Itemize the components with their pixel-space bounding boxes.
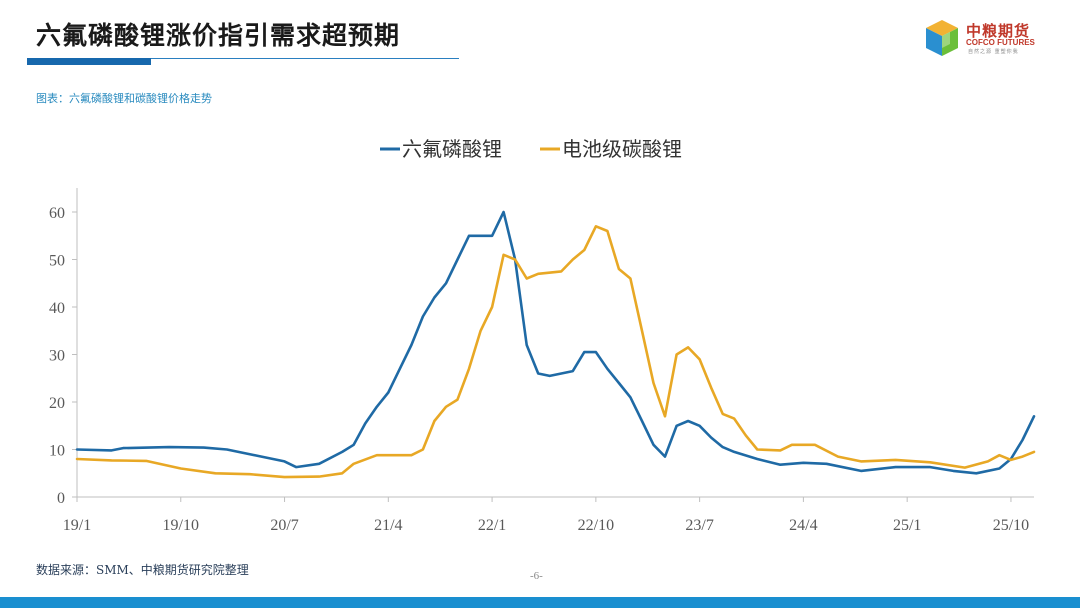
cofco-logo: 中粮期货 COFCO FUTURES 自然之源 重塑你我 [922, 18, 1052, 58]
y-tick-label: 40 [49, 300, 65, 317]
y-tick-label: 30 [49, 348, 65, 365]
data-source-note: 数据来源：SMM、中粮期货研究院整理 [36, 563, 249, 577]
y-tick-label: 10 [49, 443, 65, 460]
x-tick-label: 22/10 [578, 517, 614, 534]
chart-lines [75, 210, 1036, 479]
chart-legend: 六氟磷酸锂 电池级碳酸锂 [380, 137, 682, 161]
page-number: -6- [530, 570, 543, 582]
title-underline-accent [27, 58, 151, 65]
x-tick-label: 25/10 [993, 517, 1029, 534]
x-tick-label: 23/7 [685, 517, 713, 534]
series-line-2 [75, 225, 1036, 479]
title-underline [27, 58, 459, 59]
x-tick-label: 25/1 [893, 517, 921, 534]
logo-english-name: COFCO FUTURES [966, 38, 1035, 47]
page-title: 六氟磷酸锂涨价指引需求超预期 [36, 21, 401, 50]
chart-axes: 0 10 20 30 40 50 60 19/1 19/10 20/7 21/4 22/1 22/10 2… [49, 188, 1034, 534]
legend-label-1: 六氟磷酸锂 [402, 137, 502, 161]
legend-label-2: 电池级碳酸锂 [562, 137, 682, 161]
series-line-1 [75, 210, 1036, 475]
y-tick-label: 50 [49, 253, 65, 270]
x-tick-label: 19/10 [163, 517, 199, 534]
x-tick-label: 19/1 [63, 517, 91, 534]
x-tick-label: 21/4 [374, 517, 402, 534]
y-tick-label: 0 [57, 490, 65, 507]
footer-bar [0, 597, 1080, 608]
x-tick-label: 22/1 [478, 517, 506, 534]
y-tick-label: 20 [49, 395, 65, 412]
logo-chinese-name: 中粮期货 [966, 22, 1031, 40]
logo-slogan: 自然之源 重塑你我 [968, 49, 1019, 55]
x-tick-label: 24/4 [789, 517, 817, 534]
cofco-cube-icon [926, 20, 958, 56]
chart-caption: 图表：六氟磷酸锂和碳酸锂价格走势 [36, 92, 212, 105]
x-tick-label: 20/7 [270, 517, 298, 534]
price-chart: 六氟磷酸锂 电池级碳酸锂 0 10 20 30 40 50 60 19/1 19/10 20/7 21… [49, 137, 1036, 534]
y-tick-label: 60 [49, 205, 65, 222]
